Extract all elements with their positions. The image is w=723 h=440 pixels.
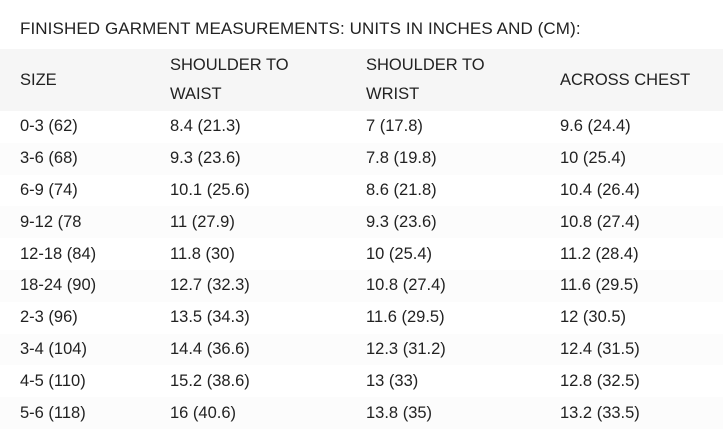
table-row: 12-18 (84) 11.8 (30) 10 (25.4) 11.2 (28.4)	[0, 238, 723, 270]
cell-across-chest: 12.4 (31.5)	[560, 339, 640, 358]
cell-shoulder-to-wrist: 7 (17.8)	[366, 117, 423, 136]
cell-shoulder-to-wrist: 13.8 (35)	[366, 403, 433, 422]
table-row: 2-3 (96) 13.5 (34.3) 11.6 (29.5) 12 (30.5)	[0, 302, 723, 334]
cell-shoulder-to-waist: 11.8 (30)	[170, 244, 235, 263]
cell-across-chest: 11.2 (28.4)	[560, 244, 639, 263]
cell-across-chest: 13.2 (33.5)	[560, 403, 640, 422]
cell-size: 2-3 (96)	[20, 308, 78, 327]
table-row: 3-4 (104) 14.4 (36.6) 12.3 (31.2) 12.4 (31.…	[0, 333, 723, 366]
cell-across-chest: 11.6 (29.5)	[560, 276, 639, 295]
cell-size: 3-4 (104)	[20, 339, 87, 358]
cell-size: 9-12 (78	[20, 212, 82, 231]
table-row: 5-6 (118) 16 (40.6) 13.8 (35) 13.2 (33.5)	[0, 397, 723, 429]
column-header-size: SIZE	[20, 70, 57, 89]
column-header-across-chest: ACROSS CHEST	[560, 70, 691, 89]
table-title: FINISHED GARMENT MEASUREMENTS: UNITS IN …	[20, 19, 581, 38]
cell-shoulder-to-wrist: 11.6 (29.5)	[366, 308, 445, 327]
cell-shoulder-to-waist: 16 (40.6)	[170, 403, 237, 422]
cell-shoulder-to-wrist: 10.8 (27.4)	[366, 276, 446, 295]
cell-size: 18-24 (90)	[20, 276, 97, 295]
cell-size: 5-6 (118)	[20, 403, 86, 422]
cell-across-chest: 10.8 (27.4)	[560, 212, 640, 231]
measurements-table: SIZE SHOULDER TO WAIST SHOULDER TO WRIST…	[0, 49, 723, 429]
cell-shoulder-to-wrist: 10 (25.4)	[366, 244, 433, 263]
column-header-shoulder-to-wrist: SHOULDER TO WRIST	[366, 56, 485, 103]
cell-shoulder-to-wrist: 12.3 (31.2)	[366, 339, 446, 358]
cell-shoulder-to-waist: 9.3 (23.6)	[170, 149, 241, 168]
cell-shoulder-to-wrist: 7.8 (19.8)	[366, 149, 437, 168]
table-row: 9-12 (78 11 (27.9) 9.3 (23.6) 10.8 (27.4)	[0, 206, 723, 239]
table-header-row: SIZE SHOULDER TO WAIST SHOULDER TO WRIST…	[0, 49, 723, 111]
cell-across-chest: 10 (25.4)	[560, 149, 627, 168]
table-row: 3-6 (68) 9.3 (23.6) 7.8 (19.8) 10 (25.4)	[0, 142, 723, 175]
cell-size: 6-9 (74)	[20, 180, 78, 199]
cell-shoulder-to-waist: 13.5 (34.3)	[170, 308, 250, 327]
table-row: 6-9 (74) 10.1 (25.6) 8.6 (21.8) 10.4 (26.4)	[0, 175, 723, 207]
column-header-shoulder-to-waist: SHOULDER TO WAIST	[170, 56, 289, 103]
cell-shoulder-to-waist: 8.4 (21.3)	[170, 117, 241, 136]
cell-shoulder-to-waist: 14.4 (36.6)	[170, 339, 250, 358]
cell-shoulder-to-waist: 12.7 (32.3)	[170, 276, 250, 295]
cell-shoulder-to-wrist: 8.6 (21.8)	[366, 180, 437, 199]
cell-size: 3-6 (68)	[20, 149, 78, 168]
cell-shoulder-to-wrist: 13 (33)	[366, 371, 419, 390]
table-row: 4-5 (110) 15.2 (38.6) 13 (33) 12.8 (32.5)	[0, 365, 723, 397]
cell-across-chest: 12.8 (32.5)	[560, 371, 640, 390]
cell-shoulder-to-waist: 10.1 (25.6)	[170, 180, 250, 199]
cell-shoulder-to-wrist: 9.3 (23.6)	[366, 212, 437, 231]
cell-size: 4-5 (110)	[20, 371, 86, 390]
cell-across-chest: 12 (30.5)	[560, 308, 627, 327]
cell-shoulder-to-waist: 15.2 (38.6)	[170, 371, 250, 390]
cell-shoulder-to-waist: 11 (27.9)	[170, 212, 235, 231]
table-row: 0-3 (62) 8.4 (21.3) 7 (17.8) 9.6 (24.4)	[0, 111, 723, 143]
cell-size: 0-3 (62)	[20, 117, 78, 136]
cell-across-chest: 10.4 (26.4)	[560, 180, 640, 199]
table-row: 18-24 (90) 12.7 (32.3) 10.8 (27.4) 11.6 (29…	[0, 269, 723, 302]
cell-size: 12-18 (84)	[20, 244, 97, 263]
cell-across-chest: 9.6 (24.4)	[560, 117, 631, 136]
